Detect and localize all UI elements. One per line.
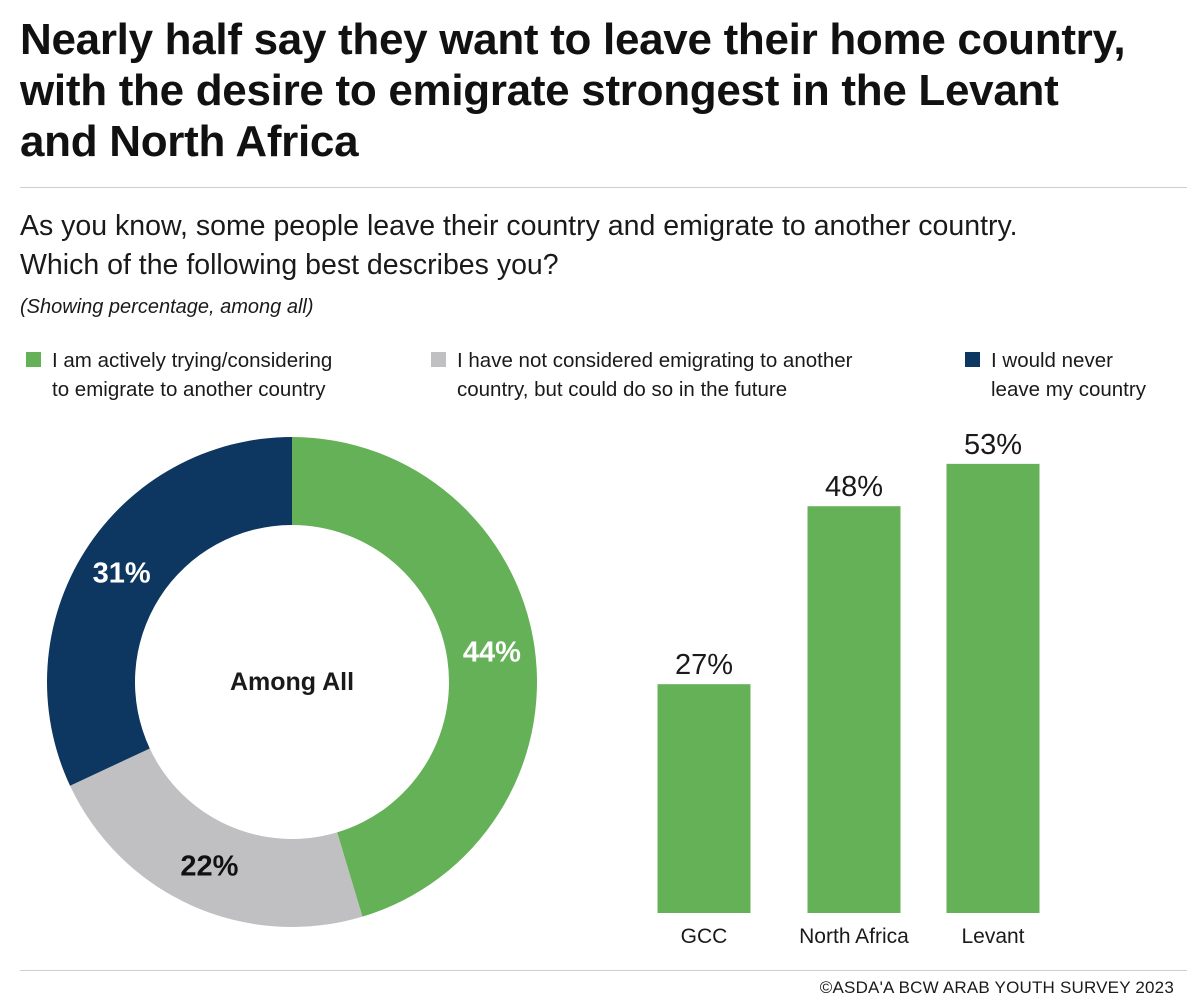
pie-slice bbox=[70, 748, 363, 927]
pie-slice bbox=[292, 437, 537, 917]
legend-item-considering: I am actively trying/considering to emig… bbox=[26, 346, 332, 404]
pie-slice-label: 22% bbox=[180, 850, 238, 882]
legend-swatch-future bbox=[431, 352, 446, 367]
bar bbox=[946, 463, 1040, 913]
legend-label-never: I would never leave my country bbox=[991, 349, 1146, 401]
bar-value-label: 27% bbox=[675, 649, 733, 681]
pie-slice-label: 44% bbox=[463, 637, 521, 669]
donut-center-label: Among All bbox=[230, 668, 354, 696]
title-divider bbox=[20, 187, 1187, 188]
footer-divider bbox=[20, 970, 1187, 971]
bar-value-label: 48% bbox=[825, 471, 883, 503]
chart-title: Nearly half say they want to leave their… bbox=[20, 15, 1126, 166]
legend-label-considering: I am actively trying/considering to emig… bbox=[52, 349, 333, 401]
bar-value-label: 53% bbox=[964, 429, 1022, 461]
survey-question: As you know, some people leave their cou… bbox=[20, 210, 1018, 281]
bar-category-label: Levant bbox=[961, 925, 1024, 948]
legend-item-never: I would never leave my country bbox=[965, 346, 1146, 404]
chart-note: (Showing percentage, among all) bbox=[20, 296, 314, 318]
bar-category-label: GCC bbox=[681, 925, 728, 948]
legend-label-future: I have not considered emigrating to anot… bbox=[457, 349, 853, 401]
pie-slice bbox=[47, 437, 292, 786]
pie-slice-label: 31% bbox=[93, 558, 151, 590]
legend-swatch-never bbox=[965, 352, 980, 367]
legend-swatch-considering bbox=[26, 352, 41, 367]
bar bbox=[807, 506, 901, 913]
bar-category-label: North Africa bbox=[799, 925, 909, 948]
copyright-footer: ©ASDA'A BCW ARAB YOUTH SURVEY 2023 bbox=[819, 978, 1174, 997]
bar bbox=[657, 684, 751, 913]
legend-item-future: I have not considered emigrating to anot… bbox=[431, 346, 852, 404]
